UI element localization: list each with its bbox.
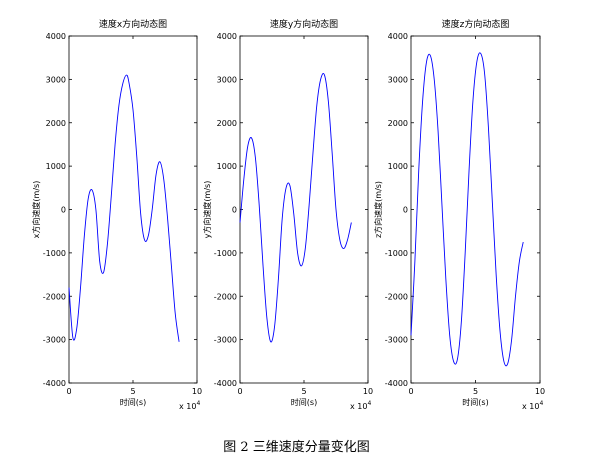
x-tick-label: 5 — [130, 387, 135, 396]
chart-panel-2: -4000 -3000 -2000 -1000 0 1000 2000 3000 4000 0 5 1… — [202, 18, 373, 411]
series-line — [239, 73, 352, 343]
y-tick-label: -3000 — [385, 336, 408, 345]
y-tick-label: 0 — [232, 206, 237, 215]
y-tick-label: -2000 — [385, 292, 408, 301]
chart-title: 速度y方向动态图 — [270, 18, 338, 30]
chart-panel-3: -4000 -3000 -2000 -1000 0 1000 2000 3000 4000 0 5 1… — [373, 18, 545, 411]
y-tick-label: -2000 — [214, 292, 237, 301]
y-axis-label: y方向速度(m/s) — [202, 181, 212, 239]
y-tick-label: -4000 — [214, 379, 237, 388]
x-multiplier-label: x 104 — [350, 400, 371, 411]
y-tick-label: 3000 — [388, 75, 408, 84]
y-tick-label: -4000 — [43, 379, 66, 388]
plot-area — [239, 35, 369, 384]
series-line — [68, 74, 180, 342]
x-axis-label: 时间(s) — [120, 397, 146, 407]
y-axis-label: z方向速度(m/s) — [373, 181, 383, 238]
y-tick-label: -2000 — [43, 292, 66, 301]
figure-caption: 图 2 三维速度分量变化图 — [223, 440, 370, 455]
y-tick-label: -3000 — [214, 336, 237, 345]
y-tick-label: 4000 — [388, 32, 408, 41]
y-tick-label: -4000 — [385, 379, 408, 388]
y-tick-label: 4000 — [217, 32, 237, 41]
y-tick-label: 1000 — [388, 162, 408, 171]
y-tick-label: 0 — [403, 206, 408, 215]
y-tick-label: 1000 — [46, 162, 66, 171]
x-axis-label: 时间(s) — [291, 397, 317, 407]
x-multiplier-label: x 104 — [522, 400, 543, 411]
y-tick-label: 4000 — [46, 32, 66, 41]
chart-panel-1: -4000 -3000 -2000 -1000 0 1000 2000 3000 4000 0 5 1… — [31, 18, 202, 411]
y-tick-label: -3000 — [43, 336, 66, 345]
y-tick-label: 3000 — [217, 75, 237, 84]
x-tick-label: 5 — [301, 387, 306, 396]
plot-area — [68, 35, 198, 384]
x-tick-label: 5 — [473, 387, 478, 396]
x-tick-label: 0 — [237, 387, 242, 396]
series-line — [410, 52, 524, 367]
x-tick-label: 0 — [66, 387, 71, 396]
x-tick-label: 10 — [363, 387, 373, 396]
chart-title: 速度z方向动态图 — [442, 18, 510, 30]
y-tick-label: 2000 — [388, 119, 408, 128]
y-tick-label: -1000 — [43, 249, 66, 258]
y-axis-label: x方向速度(m/s) — [31, 181, 41, 239]
y-tick-label: 2000 — [46, 119, 66, 128]
x-tick-label: 10 — [192, 387, 202, 396]
x-multiplier-label: x 104 — [179, 400, 200, 411]
chart-title: 速度x方向动态图 — [99, 18, 167, 30]
y-tick-label: -1000 — [385, 249, 408, 258]
x-tick-label: 0 — [408, 387, 413, 396]
x-axis-label: 时间(s) — [462, 397, 488, 407]
x-tick-label: 10 — [535, 387, 545, 396]
plot-area — [410, 35, 541, 384]
y-tick-label: 1000 — [217, 162, 237, 171]
y-tick-label: 2000 — [217, 119, 237, 128]
y-tick-label: -1000 — [214, 249, 237, 258]
y-tick-label: 3000 — [46, 75, 66, 84]
y-tick-label: 0 — [61, 206, 66, 215]
